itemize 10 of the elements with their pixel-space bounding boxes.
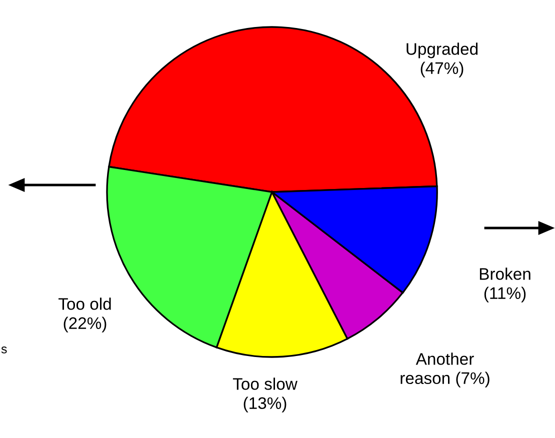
data-label: (13%) xyxy=(244,396,286,412)
data-label: (11%) xyxy=(484,286,526,302)
slice-label: Broken xyxy=(480,268,530,280)
slice-label: Too old xyxy=(58,298,111,310)
data-label: (47%) xyxy=(420,62,464,78)
slice-label: Another reason (7%) xyxy=(400,352,490,388)
text: s xyxy=(1,346,7,354)
data-label: (22%) xyxy=(64,316,106,332)
slice-label: Upgraded xyxy=(406,42,478,58)
slice-label: Too slow xyxy=(232,378,298,390)
